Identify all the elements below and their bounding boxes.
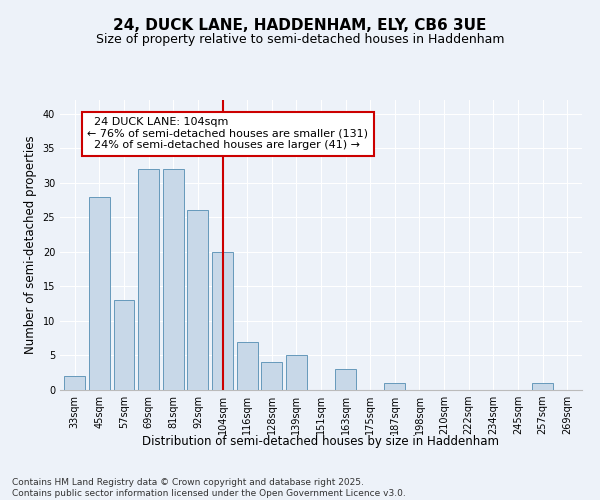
Bar (89, 196, 110, 390)
Text: Distribution of semi-detached houses by size in Haddenham: Distribution of semi-detached houses by … (143, 435, 499, 448)
Text: 24 DUCK LANE: 104sqm
← 76% of semi-detached houses are smaller (131)
  24% of se: 24 DUCK LANE: 104sqm ← 76% of semi-detac… (87, 118, 368, 150)
Text: Contains HM Land Registry data © Crown copyright and database right 2025.
Contai: Contains HM Land Registry data © Crown c… (12, 478, 406, 498)
Bar (286, 356, 307, 390)
Text: Size of property relative to semi-detached houses in Haddenham: Size of property relative to semi-detach… (96, 32, 504, 46)
Bar (187, 210, 208, 390)
Bar (113, 300, 134, 390)
Bar (163, 169, 184, 390)
Bar (261, 362, 282, 390)
Bar (385, 383, 406, 390)
Y-axis label: Number of semi-detached properties: Number of semi-detached properties (24, 136, 37, 354)
Bar (212, 252, 233, 390)
Bar (236, 342, 257, 390)
Bar (335, 370, 356, 390)
Bar (138, 169, 159, 390)
Bar (532, 383, 553, 390)
Bar (64, 376, 85, 390)
Text: 24, DUCK LANE, HADDENHAM, ELY, CB6 3UE: 24, DUCK LANE, HADDENHAM, ELY, CB6 3UE (113, 18, 487, 32)
